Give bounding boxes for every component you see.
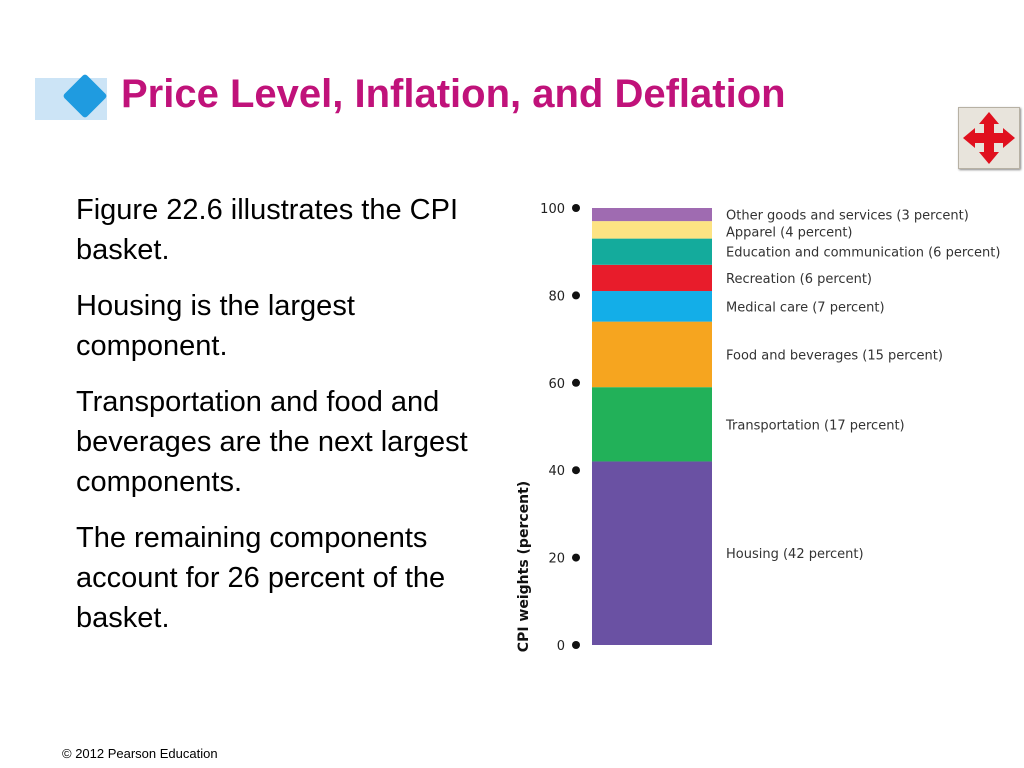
bar-segment <box>592 387 712 462</box>
y-tick-dot <box>572 204 580 212</box>
legend-label: Other goods and services (3 percent) <box>726 209 969 224</box>
legend-label: Housing (42 percent) <box>726 547 864 562</box>
four-way-arrow-icon <box>963 112 1015 164</box>
y-axis-label: CPI weights (percent) <box>516 481 532 652</box>
y-tick-label: 60 <box>548 377 565 392</box>
legend-label: Education and communication (6 percent) <box>726 246 1000 261</box>
legend-label: Food and beverages (15 percent) <box>726 348 943 363</box>
y-tick-label: 40 <box>548 464 565 479</box>
bar-segment <box>592 221 712 239</box>
y-tick-label: 0 <box>557 639 565 654</box>
slide-title: Price Level, Inflation, and Deflation <box>121 72 786 116</box>
navigation-button[interactable] <box>958 107 1020 169</box>
bar-segment <box>592 461 712 645</box>
bar-segment <box>592 321 712 388</box>
y-tick-dot <box>572 291 580 300</box>
bullet-list: Figure 22.6 illustrates the CPI basket. … <box>76 190 496 654</box>
bullet-text: Figure 22.6 illustrates the CPI basket. <box>76 194 459 266</box>
bullet-text: Transportation and food and beverages ar… <box>76 386 468 498</box>
y-tick-label: 100 <box>540 202 565 217</box>
copyright-footer: © 2012 Pearson Education <box>62 746 218 761</box>
legend-label: Transportation (17 percent) <box>725 418 905 433</box>
bar-segment <box>592 238 712 265</box>
bar-segment <box>592 264 712 292</box>
y-tick-label: 80 <box>548 289 565 304</box>
legend-label: Recreation (6 percent) <box>726 272 872 287</box>
legend-label: Apparel (4 percent) <box>726 226 853 241</box>
y-tick-dot <box>572 641 580 649</box>
bullet-text: The remaining components account for 26 … <box>76 522 446 634</box>
y-tick-dot <box>572 553 580 562</box>
legend-label: Medical care (7 percent) <box>726 300 885 315</box>
bar-segment <box>592 208 712 222</box>
bar-segment <box>592 291 712 322</box>
y-tick-dot <box>572 378 580 387</box>
y-tick-dot <box>572 466 580 475</box>
bullet-text: Housing is the largest component. <box>76 290 355 362</box>
y-tick-label: 20 <box>548 552 565 567</box>
